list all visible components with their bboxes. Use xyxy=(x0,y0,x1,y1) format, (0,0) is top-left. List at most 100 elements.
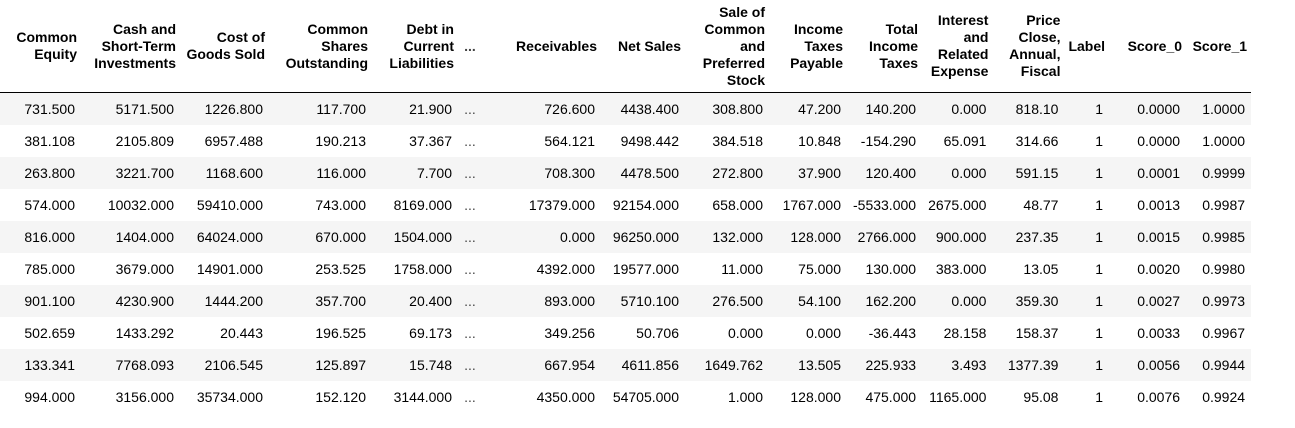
table-row: 731.500 5171.500 1226.800 117.700 21.900... 7… xyxy=(0,92,1252,125)
table-cell: 0.9967 xyxy=(1202,325,1246,341)
column-header: Common Shares Outstanding xyxy=(269,0,372,93)
table-cell: 708.300 xyxy=(482,157,601,189)
table-cell: 1 xyxy=(1064,157,1110,189)
table-cell: 0.0000 xyxy=(1109,92,1187,125)
table-cell: 0.0015 xyxy=(1109,221,1187,253)
table-row: 502.659 1433.292 20.443 196.525 69.173... 349… xyxy=(0,317,1251,349)
table-cell: 818.10 xyxy=(992,92,1065,125)
table-cell: 13.05 xyxy=(1023,261,1059,277)
table-cell: 381.108 xyxy=(24,133,75,149)
table-cell: 0.9973 xyxy=(1186,285,1252,317)
table-cell: 9498.442 xyxy=(620,133,679,149)
table-cell: 731.500 xyxy=(0,92,81,125)
table-cell: 152.120 xyxy=(315,389,366,405)
table-cell: 357.700 xyxy=(269,285,372,317)
table-cell: 1 xyxy=(1095,389,1104,405)
table-cell: 0.0076 xyxy=(1137,389,1181,405)
table-cell: 117.700 xyxy=(269,92,372,125)
table-cell: 308.800 xyxy=(685,92,769,125)
table-cell: 1 xyxy=(1095,261,1104,277)
table-cell: 2106.545 xyxy=(180,349,269,381)
table-cell: -5533.000 xyxy=(853,197,917,213)
table-cell: 116.000 xyxy=(269,157,372,189)
table-cell: 237.35 xyxy=(992,221,1065,253)
column-header: Cash and Short-Term Investments xyxy=(81,0,180,93)
table-cell: 225.933 xyxy=(847,349,923,381)
table-cell: 276.500 xyxy=(685,285,769,317)
table-cell: 140.200 xyxy=(847,92,923,125)
table-cell: 75.000 xyxy=(798,261,841,277)
table-cell: 3221.700 xyxy=(81,157,180,189)
column-header: Receivables xyxy=(482,0,601,93)
table-row: 901.100 4230.900 1444.200 357.700 20.400... 8… xyxy=(0,285,1252,317)
table-cell: 65.091 xyxy=(943,133,987,149)
table-row: 381.108 2105.809 6957.488 190.213 37.367... 5… xyxy=(0,125,1251,157)
table-row: 133.341 7768.093 2106.545 125.897 15.748... 6… xyxy=(0,349,1252,381)
table-cell: 20.400 xyxy=(372,285,458,317)
table-cell: 47.200 xyxy=(769,92,847,125)
table-cell: 1404.000 xyxy=(81,221,180,253)
column-header: Total Income Taxes xyxy=(847,0,923,93)
dataframe-table: Common Equity Cash and Short-Term Investm… xyxy=(0,0,1252,414)
table-cell: 1 xyxy=(1064,221,1110,253)
column-header: Score_0 xyxy=(1109,0,1187,93)
table-cell: 4230.900 xyxy=(81,285,180,317)
table-cell: 4350.000 xyxy=(536,389,595,405)
table-cell: 1.000 xyxy=(727,389,763,405)
column-header: Income Taxes Payable xyxy=(769,0,847,93)
table-cell: 95.08 xyxy=(1023,389,1059,405)
column-header: Interest and Related Expense xyxy=(922,0,993,93)
table-cell: 128.000 xyxy=(769,221,847,253)
table-cell: 0.000 xyxy=(922,92,993,125)
table-cell: 0.9985 xyxy=(1186,221,1252,253)
table-cell: 2766.000 xyxy=(847,221,923,253)
table-cell: 1 xyxy=(1064,285,1110,317)
table-cell: 3679.000 xyxy=(115,261,174,277)
column-header: Sale of Common and Preferred Stock xyxy=(685,0,769,93)
table-cell: 349.256 xyxy=(544,325,595,341)
ellipsis-cell: ... xyxy=(464,197,476,213)
table-cell: 0.0000 xyxy=(1137,133,1181,149)
table-cell: 1 xyxy=(1095,325,1104,341)
table-cell: 64024.000 xyxy=(180,221,269,253)
table-cell: 7768.093 xyxy=(81,349,180,381)
column-header: Price Close, Annual, Fiscal xyxy=(992,0,1065,93)
table-cell: 0.000 xyxy=(922,157,993,189)
table-cell: 253.525 xyxy=(315,261,366,277)
table-cell: 1165.000 xyxy=(929,389,987,405)
table-row: 994.000 3156.000 35734.000 152.120 3144.000.… xyxy=(0,381,1251,413)
table-cell: 0.0027 xyxy=(1109,285,1187,317)
table-cell: 574.000 xyxy=(24,197,75,213)
table-cell: 670.000 xyxy=(269,221,372,253)
ellipsis-cell: ... xyxy=(458,221,482,253)
ellipsis-cell: ... xyxy=(464,389,476,405)
table-row: 785.000 3679.000 14901.000 253.525 1758.000.… xyxy=(0,253,1251,285)
column-header: Score_1 xyxy=(1186,0,1252,93)
table-cell: 0.000 xyxy=(727,325,763,341)
table-cell: 0.9987 xyxy=(1202,197,1246,213)
table-body: 731.500 5171.500 1226.800 117.700 21.900... 7… xyxy=(0,92,1252,414)
table-cell: 475.000 xyxy=(865,389,917,405)
table-cell: 785.000 xyxy=(24,261,75,277)
table-cell: 1504.000 xyxy=(372,221,458,253)
table-cell: 900.000 xyxy=(922,221,993,253)
table-header: Common Equity Cash and Short-Term Investm… xyxy=(0,0,1252,93)
header-row: Common Equity Cash and Short-Term Investm… xyxy=(0,0,1252,93)
table-cell: 4438.400 xyxy=(601,92,685,125)
table-cell: 893.000 xyxy=(482,285,601,317)
ellipsis-cell: ... xyxy=(464,261,476,277)
table-cell: 21.900 xyxy=(372,92,458,125)
table-cell: 35734.000 xyxy=(196,389,263,405)
table-cell: 69.173 xyxy=(409,325,452,341)
table-cell: 1649.762 xyxy=(685,349,769,381)
table-cell: 4478.500 xyxy=(601,157,685,189)
table-cell: 128.000 xyxy=(790,389,841,405)
table-cell: 196.525 xyxy=(315,325,366,341)
table-cell: 54.100 xyxy=(769,285,847,317)
table-cell: 1 xyxy=(1064,349,1110,381)
ellipsis-cell: ... xyxy=(464,325,476,341)
table-cell: 1.0000 xyxy=(1186,92,1252,125)
table-row: 263.800 3221.700 1168.600 116.000 7.700... 70… xyxy=(0,157,1252,189)
table-cell: 0.9980 xyxy=(1202,261,1246,277)
table-cell: 1 xyxy=(1064,92,1110,125)
